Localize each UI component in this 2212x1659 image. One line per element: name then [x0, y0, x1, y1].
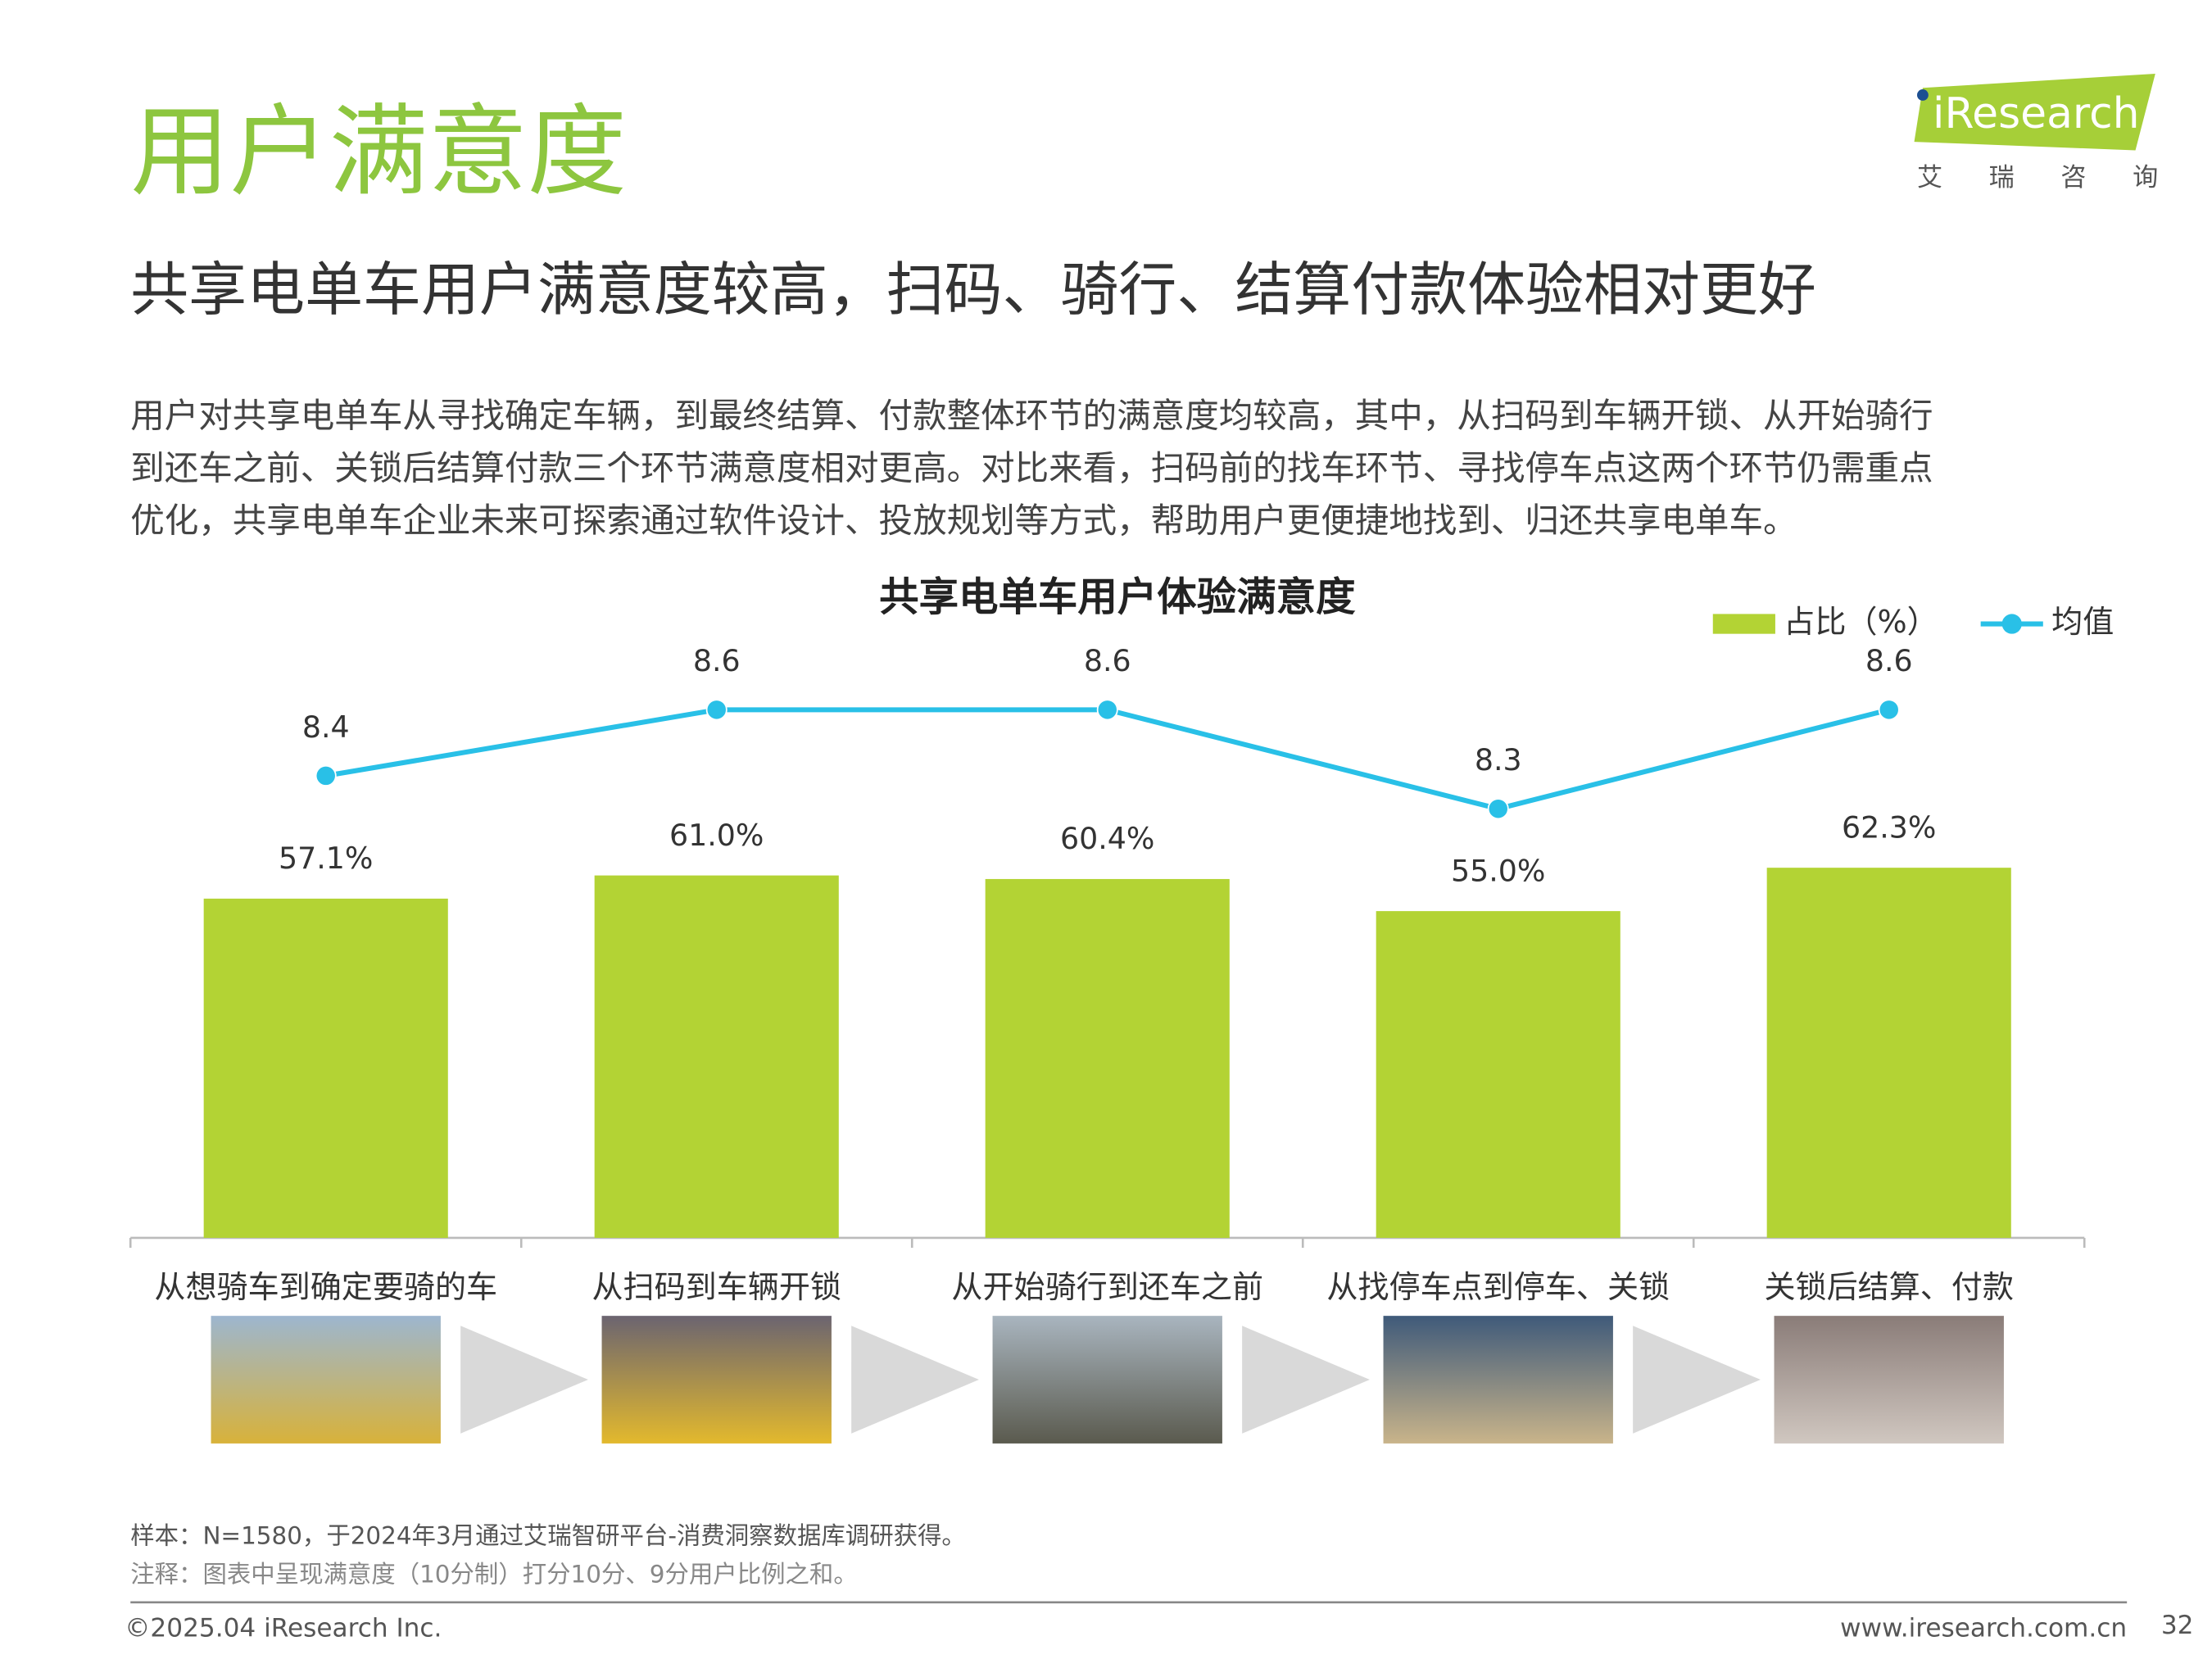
line-value-label: 8.4 — [302, 709, 350, 745]
legend-label: 占比（%） — [1784, 604, 1938, 640]
logo-shape — [1914, 74, 2155, 151]
step-arrow — [851, 1326, 979, 1434]
step-photo — [992, 1316, 1222, 1444]
step-photo — [1774, 1316, 2004, 1444]
body-line: 用户对共享电单车从寻找确定车辆，到最终结算、付款整体环节的满意度均较高，其中，从… — [130, 396, 1933, 436]
bar-value-label: 62.3% — [1842, 809, 1936, 845]
bar-value-label: 55.0% — [1451, 853, 1545, 888]
bar — [1766, 868, 2011, 1238]
bar — [1376, 911, 1620, 1238]
logo-text: iResearch — [1933, 89, 2140, 138]
page-title: 用户满意度 — [130, 94, 627, 210]
subtitle: 共享电单车用户满意度较高，扫码、骑行、结算付款体验相对更好 — [130, 256, 1816, 324]
category-label: 关锁后结算、付款 — [1764, 1269, 2014, 1305]
line-value-label: 8.3 — [1475, 742, 1522, 777]
legend-swatch — [1712, 614, 1775, 634]
line-point — [1878, 699, 1900, 721]
bar-value-label: 61.0% — [669, 818, 764, 853]
website: www.iresearch.com.cn — [1840, 1614, 2127, 1643]
bar-value-label: 60.4% — [1060, 821, 1154, 856]
body-line: 到还车之前、关锁后结算付款三个环节满意度相对更高。对比来看，扫码前的找车环节、寻… — [130, 448, 1933, 488]
bar-value-label: 57.1% — [279, 841, 373, 876]
bar — [594, 875, 839, 1238]
chart-title: 共享电单车用户体验满意度 — [879, 574, 1356, 620]
line-point — [705, 699, 728, 721]
line-value-label: 8.6 — [1084, 643, 1131, 678]
bar — [985, 878, 1230, 1238]
line-point — [1096, 699, 1118, 721]
logo-cn: 艾 瑞 咨 询 — [1917, 163, 2158, 193]
category-label: 从找停车点到停车、关锁 — [1326, 1269, 1670, 1305]
step-arrow — [460, 1326, 588, 1434]
step-photo — [211, 1316, 441, 1444]
body-line: 优化，共享电单车企业未来可探索通过软件设计、投放规划等方式，帮助用户更便捷地找到… — [130, 501, 1797, 541]
legend-swatch-point — [2001, 614, 2022, 634]
bar — [203, 898, 448, 1238]
line-point — [315, 764, 337, 786]
logo-dot — [1917, 89, 1929, 101]
note-sample: 样本：N=1580，于2024年3月通过艾瑞智研平台-消费洞察数据库调研获得。 — [130, 1522, 966, 1550]
page-number: 32 — [2161, 1611, 2194, 1640]
category-label: 从想骑车到确定要骑的车 — [154, 1269, 497, 1305]
line-point — [1487, 798, 1509, 820]
step-arrow — [1633, 1326, 1761, 1434]
note-remark: 注释：图表中呈现满意度（10分制）打分10分、9分用户比例之和。 — [130, 1560, 858, 1588]
category-label: 从扫码到车辆开锁 — [592, 1269, 841, 1305]
line-value-label: 8.6 — [693, 643, 741, 678]
step-arrow — [1242, 1326, 1370, 1434]
line — [325, 707, 1890, 812]
legend-label: 均值 — [2051, 604, 2114, 640]
step-photo — [1383, 1316, 1613, 1444]
copyright: ©2025.04 iResearch Inc. — [125, 1614, 442, 1643]
category-label: 从开始骑行到还车之前 — [951, 1269, 1263, 1305]
line-value-label: 8.6 — [1865, 643, 1913, 678]
step-photo — [601, 1316, 832, 1444]
